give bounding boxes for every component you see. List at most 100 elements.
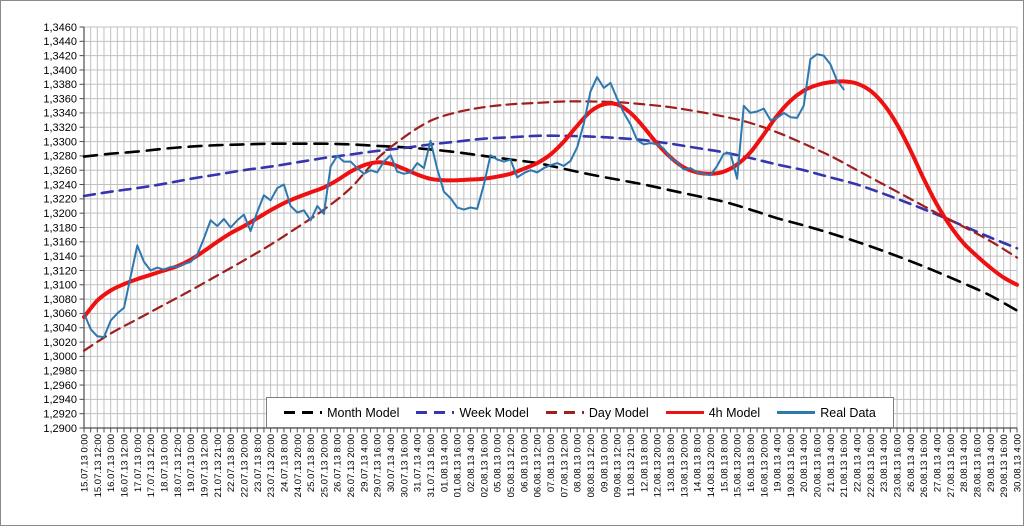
x-axis-label: 16.08.13 20:00	[759, 434, 770, 497]
x-axis-label: 26.07.13 20:00	[346, 434, 357, 497]
y-axis-label: 1,3200	[43, 208, 77, 220]
x-axis-label: 08.08.13 0:00	[573, 434, 584, 492]
x-axis-label: 26.08.13 4:00	[906, 434, 917, 492]
x-axis-label: 06.08.13 12:00	[533, 434, 544, 497]
x-axis-label: 09.08.13 0:00	[599, 434, 610, 492]
x-axis-label: 26.07.13 8:00	[333, 434, 344, 492]
series-line-week-model[interactable]	[82, 134, 1019, 250]
x-axis-label: 29.08.13 16:00	[999, 434, 1010, 497]
legend-entry-month-model[interactable]: Month Model	[284, 406, 399, 420]
y-axis-label: 1,2960	[43, 380, 77, 392]
x-axis-label: 19.08.13 16:00	[786, 434, 797, 497]
x-axis-label: 21.08.13 16:00	[839, 434, 850, 497]
x-axis-label: 22.08.13 4:00	[853, 434, 864, 492]
x-axis-label: 26.08.13 16:00	[919, 434, 930, 497]
x-axis-label: 22.08.13 16:00	[866, 434, 877, 497]
day-model-line-sample	[545, 411, 584, 414]
x-axis-label: 15.07.13 0:00	[80, 434, 91, 492]
x-axis-label: 15.08.13 8:00	[719, 434, 730, 492]
week-model-line-sample	[416, 411, 455, 414]
y-axis-label: 1,3460	[43, 22, 77, 34]
y-axis-label: 1,3260	[43, 165, 77, 177]
series-line-real-data[interactable]	[83, 53, 845, 339]
x-axis-label: 05.08.13 12:00	[506, 434, 517, 497]
real-data-line-sample	[777, 411, 816, 414]
x-axis-label: 19.07.13 0:00	[186, 434, 197, 492]
y-axis-label: 1,3180	[43, 222, 77, 234]
x-axis-label: 28.08.13 4:00	[959, 434, 970, 492]
x-axis-label: 09.08.13 12:00	[613, 434, 624, 497]
x-axis-label: 23.07.13 20:00	[266, 434, 277, 497]
y-axis-label: 1,3300	[43, 136, 77, 148]
4h-model-line-sample	[665, 410, 704, 415]
y-axis-label: 1,3220	[43, 194, 77, 206]
x-axis-label: 07.08.13 12:00	[559, 434, 570, 497]
x-axis-label: 12.08.13 20:00	[653, 434, 664, 497]
x-axis-label: 16.07.13 0:00	[106, 434, 117, 492]
x-axis-label: 13.08.13 8:00	[666, 434, 677, 492]
x-axis-label: 21.08.13 4:00	[826, 434, 837, 492]
y-axis-label: 1,3040	[43, 323, 77, 335]
x-axis-label: 19.07.13 12:00	[199, 434, 210, 497]
y-axis-label: 1,3360	[43, 93, 77, 105]
x-axis-label: 25.07.13 20:00	[319, 434, 330, 497]
x-axis-label: 18.07.13 0:00	[159, 434, 170, 492]
y-axis-label: 1,3160	[43, 237, 77, 249]
x-axis-label: 30.07.13 16:00	[399, 434, 410, 497]
x-axis-label: 31.07.13 16:00	[426, 434, 437, 497]
x-axis-label: 22.07.13 8:00	[226, 434, 237, 492]
y-axis-label: 1,3080	[43, 294, 77, 306]
x-axis-label: 31.07.13 4:00	[413, 434, 424, 492]
x-axis-label: 25.07.13 8:00	[306, 434, 317, 492]
x-axis-label: 27.08.13 4:00	[933, 434, 944, 492]
legend-entry-4h-model[interactable]: 4h Model	[665, 405, 761, 420]
x-axis-label: 16.08.13 8:00	[746, 434, 757, 492]
y-axis-label: 1,2920	[43, 408, 77, 420]
x-axis-label: 29.07.13 4:00	[359, 434, 370, 492]
legend-entry-week-model[interactable]: Week Model	[416, 405, 529, 420]
y-axis-label: 1,3420	[43, 50, 77, 62]
x-axis-label: 20.08.13 4:00	[799, 434, 810, 492]
x-axis-label: 18.07.13 12:00	[173, 434, 184, 497]
x-axis-label: 05.08.13 0:00	[493, 434, 504, 492]
y-axis-label: 1,2980	[43, 366, 77, 378]
legend-label: Week Model	[459, 405, 529, 420]
y-axis-label: 1,3060	[43, 308, 77, 320]
y-axis-label: 1,3240	[43, 179, 77, 191]
x-axis-label: 30.07.13 4:00	[386, 434, 397, 492]
x-axis-label: 15.07.13 12:00	[93, 434, 104, 497]
x-axis-label: 27.08.13 16:00	[946, 434, 957, 497]
legend-entry-day-model[interactable]: Day Model	[545, 405, 649, 420]
y-axis-label: 1,3140	[43, 251, 77, 263]
chart-legend: Month Model Week Model Day Model 4h Mode…	[266, 397, 894, 428]
legend-label: Real Data	[820, 405, 876, 420]
x-axis-label: 21.07.13 21:00	[213, 434, 224, 497]
x-axis-label: 24.07.13 20:00	[293, 434, 304, 497]
x-axis-label: 16.07.13 12:00	[119, 434, 130, 497]
y-axis-label: 1,3320	[43, 122, 77, 134]
x-axis-label: 23.07.13 8:00	[253, 434, 264, 492]
x-axis-label: 22.07.13 20:00	[239, 434, 250, 497]
y-axis-label: 1,3100	[43, 280, 77, 292]
y-axis-label: 1,3400	[43, 65, 77, 77]
series-line-4h-model[interactable]	[82, 79, 1019, 319]
series-line-day-model[interactable]	[82, 100, 1019, 352]
x-axis-label: 23.08.13 4:00	[879, 434, 890, 492]
legend-label: Month Model	[327, 405, 400, 420]
y-axis-label: 1,3440	[43, 36, 77, 48]
x-axis-label: 23.08.13 16:00	[893, 434, 904, 497]
legend-label: Day Model	[588, 405, 649, 420]
x-axis-label: 30.08.13 4:00	[1013, 434, 1024, 492]
y-axis-label: 1,3120	[43, 265, 77, 277]
legend-label: 4h Model	[708, 405, 761, 420]
legend-entry-real-data[interactable]: Real Data	[777, 406, 876, 420]
y-axis-label: 1,2940	[43, 394, 77, 406]
y-axis-label: 1,3020	[43, 337, 77, 349]
x-axis-label: 28.08.13 16:00	[973, 434, 984, 497]
x-axis-label: 14.08.13 20:00	[706, 434, 717, 497]
x-axis-label: 29.07.13 16:00	[373, 434, 384, 497]
x-axis-label: 17.07.13 0:00	[133, 434, 144, 492]
x-axis-label: 11.08.13 21:00	[626, 434, 637, 497]
